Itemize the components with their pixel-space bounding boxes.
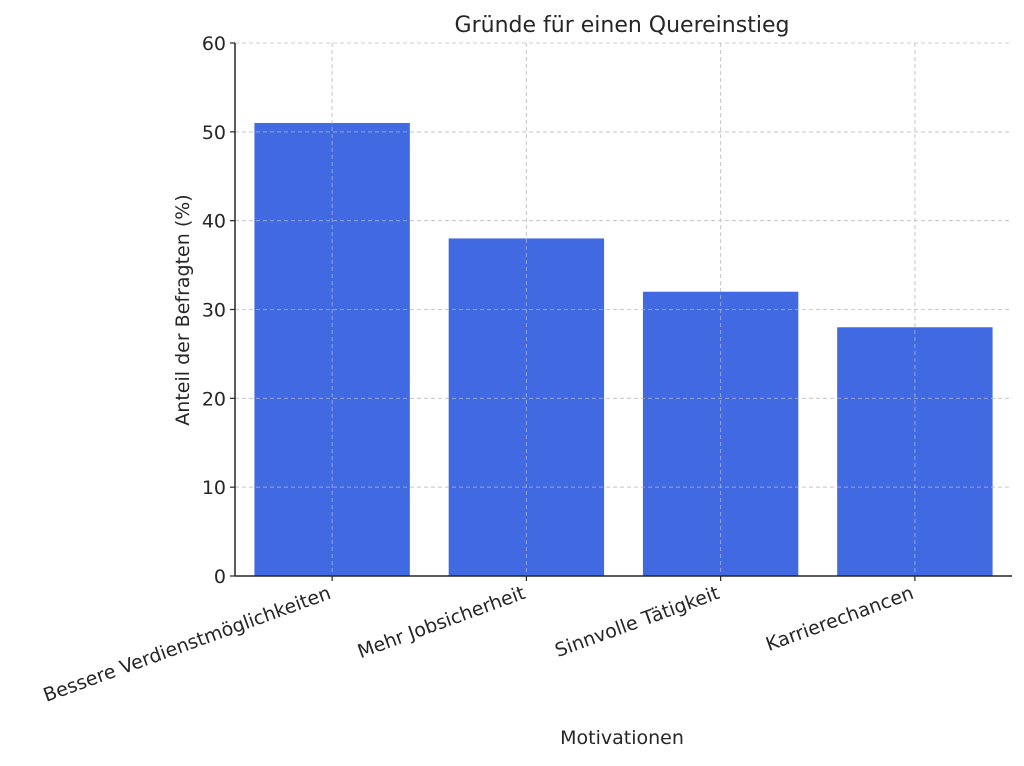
y-axis: 0 10 20 30 40 50 60 — [202, 33, 236, 588]
y-tick-label: 10 — [202, 477, 226, 499]
x-axis: Bessere Verdienstmöglichkeiten Mehr Jobsi… — [40, 575, 1012, 707]
y-tick-label: 0 — [214, 566, 226, 588]
x-tick-label: Mehr Jobsicherheit — [355, 582, 528, 663]
bars — [235, 42, 1012, 577]
y-tick-label: 60 — [202, 33, 226, 55]
x-tick-label: Bessere Verdienstmöglichkeiten — [40, 582, 333, 707]
chart-title: Gründe für einen Quereinstieg — [455, 13, 790, 38]
y-tick-label: 50 — [202, 122, 226, 144]
y-axis-label: Anteil der Befragten (%) — [172, 194, 194, 425]
y-tick-label: 20 — [202, 388, 226, 410]
x-tick-label: Sinnvolle Tätigkeit — [552, 582, 722, 662]
y-tick-label: 30 — [202, 300, 226, 322]
x-axis-label: Motivationen — [560, 727, 684, 749]
y-tick-label: 40 — [202, 211, 226, 233]
x-tick-label: Karrierechancen — [763, 582, 917, 656]
